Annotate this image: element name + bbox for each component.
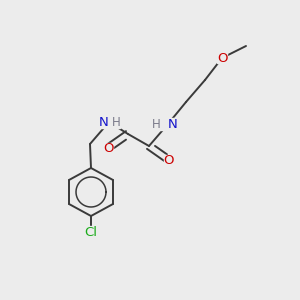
Text: H: H (152, 118, 161, 130)
Text: O: O (103, 142, 113, 154)
Bar (157, 118, 179, 130)
Text: Cl: Cl (85, 226, 98, 238)
Text: N: N (168, 118, 178, 130)
Bar (103, 143, 113, 153)
Bar (217, 53, 227, 63)
Bar (164, 155, 174, 165)
Text: N: N (99, 116, 109, 128)
Text: O: O (164, 154, 174, 166)
Text: H: H (112, 116, 121, 128)
Bar (98, 116, 120, 128)
Bar (83, 226, 99, 238)
Text: O: O (217, 52, 227, 64)
